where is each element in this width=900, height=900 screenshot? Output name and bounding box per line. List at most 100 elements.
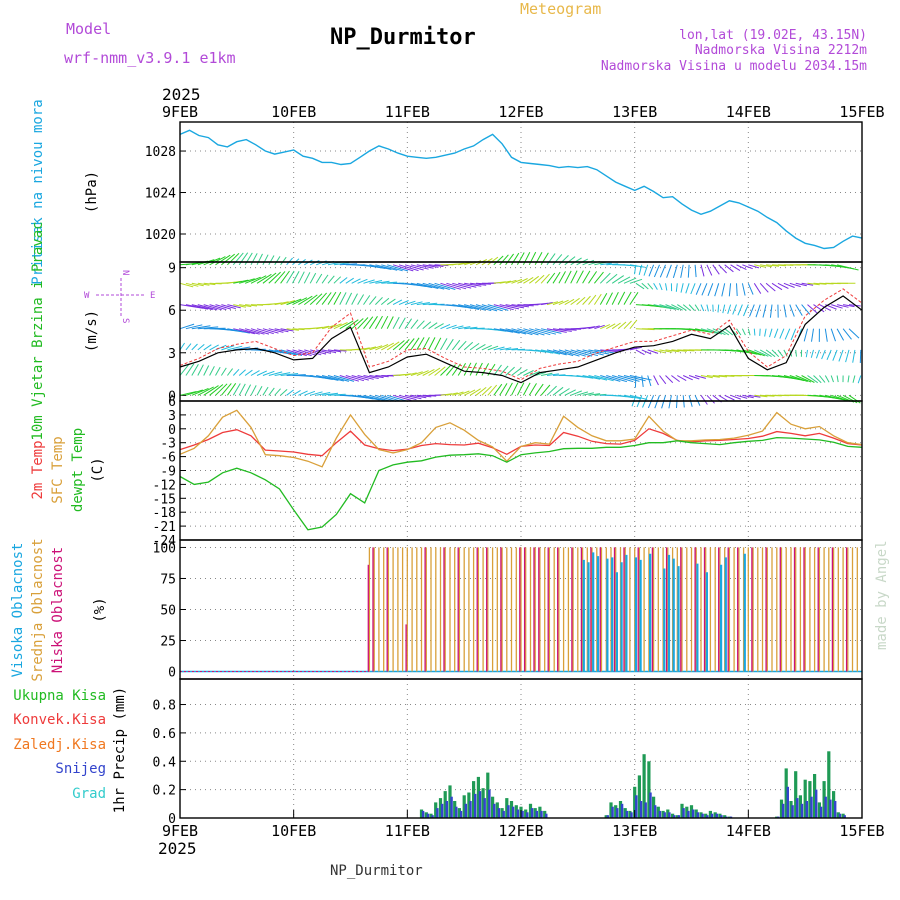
wind-arrow — [748, 264, 760, 269]
wind-arrow — [606, 323, 616, 330]
station-elevation: Nadmorska Visina 2212m — [695, 43, 867, 58]
snow-bar — [526, 812, 529, 818]
wind-arrow — [416, 394, 432, 398]
total-precip-bar — [443, 791, 447, 818]
wind-arrow — [552, 349, 574, 357]
ytick-label: 50 — [160, 604, 176, 619]
wind-arrow — [345, 319, 359, 330]
total-precip-bar — [647, 761, 651, 818]
wind-arrow — [815, 349, 820, 359]
wind-arrow — [310, 375, 333, 380]
wind-arrow — [197, 326, 219, 330]
wind-arrow — [582, 295, 591, 305]
snow-bar — [483, 798, 486, 818]
total-precip-bar — [514, 805, 518, 818]
wind-arrow — [381, 342, 395, 351]
wind-arrow — [643, 264, 649, 276]
wind-arrow — [623, 320, 632, 330]
wind-arrow — [832, 349, 838, 361]
wind-arrow — [505, 382, 513, 396]
wind-arrow — [641, 349, 652, 355]
mid-cloud-ylabel: Srednja Oblacnost — [30, 538, 46, 681]
wind-arrow — [422, 282, 445, 290]
total-precip-bar — [822, 781, 826, 818]
snow-bar — [663, 812, 666, 818]
total-precip-bar — [813, 774, 817, 818]
total-precip-bar — [438, 798, 443, 818]
wind-arrow — [215, 383, 228, 396]
wind-arrow — [517, 278, 528, 284]
wind-arrow — [505, 348, 519, 351]
wind-arrow — [203, 385, 219, 396]
wind-arrow — [203, 282, 216, 286]
wind-arrow — [653, 375, 659, 386]
wind-arrow — [357, 394, 380, 401]
wind-arrow — [280, 270, 290, 284]
wind-arrow — [416, 282, 439, 289]
wind-arrow — [511, 328, 533, 336]
wind-arrow — [623, 394, 641, 400]
bottom-tick-label: 10FEB — [271, 822, 316, 840]
wind-arrow — [724, 394, 735, 401]
wind-arrow — [434, 282, 456, 290]
wind-arrow — [801, 304, 811, 315]
wind-arrow — [505, 304, 525, 309]
snow-bar — [729, 816, 733, 818]
wind-arrow — [605, 292, 613, 305]
wind-arrow — [680, 283, 684, 293]
snow-bar — [540, 810, 543, 818]
wind-arrow — [363, 316, 374, 330]
wind-arrow — [546, 385, 557, 396]
wind-arrow — [191, 387, 209, 396]
wind-arrow — [286, 349, 307, 357]
total-precip-bar — [462, 795, 466, 818]
wind-arrow — [801, 282, 814, 286]
wind-arrow — [516, 252, 525, 266]
wind-arrow — [322, 349, 337, 354]
conv-precip-ylabel: Konvek.Kisa — [13, 712, 106, 728]
wind-arrow — [475, 387, 487, 396]
wind-arrow — [262, 328, 279, 334]
wind-arrow — [309, 272, 317, 284]
total-precip-bar — [434, 802, 438, 818]
wind-arrow — [535, 328, 557, 335]
wind-arrow — [528, 383, 537, 396]
wind-arrow — [661, 395, 666, 409]
wind-arrow — [298, 390, 308, 396]
wind-arrow — [700, 375, 713, 379]
wind-arrow — [647, 375, 652, 387]
wind-arrow — [309, 293, 323, 305]
wind-arrow — [730, 394, 741, 400]
ytick-label: 0 — [168, 812, 176, 827]
snow-bar — [654, 805, 657, 818]
wind-arrow — [220, 367, 227, 376]
wind-arrow — [629, 292, 639, 305]
wind-arrow — [706, 394, 715, 404]
bottom-tick-label: 15FEB — [839, 822, 884, 840]
top-tick-label: 14FEB — [726, 103, 771, 121]
wind-arrow — [736, 283, 738, 297]
model-name: wrf-nmm_v3.9.1 e1km — [64, 49, 236, 67]
wind-arrow — [221, 345, 235, 351]
wind-arrow — [464, 282, 482, 287]
wind-arrow — [779, 328, 785, 339]
station-title: NP_Durmitor — [330, 25, 476, 50]
wind-arrow — [843, 304, 855, 308]
wind-arrow — [452, 304, 473, 309]
wind-arrow — [422, 368, 435, 376]
wind-arrow — [769, 304, 773, 318]
wind-arrow — [321, 324, 336, 330]
wind-arrow — [381, 264, 403, 272]
snow-bar — [611, 806, 614, 818]
wind-arrow — [564, 270, 572, 284]
wind-arrow — [824, 328, 828, 342]
wind-arrow — [363, 375, 379, 379]
snow-bar — [469, 801, 472, 818]
wind-arrow — [256, 273, 272, 284]
wind-arrow — [540, 349, 561, 355]
wind-arrow — [250, 385, 257, 396]
wind-arrow — [534, 252, 543, 266]
wind-arrow — [404, 394, 422, 400]
wind-arrow — [576, 375, 594, 379]
wind-arrow — [505, 279, 517, 284]
